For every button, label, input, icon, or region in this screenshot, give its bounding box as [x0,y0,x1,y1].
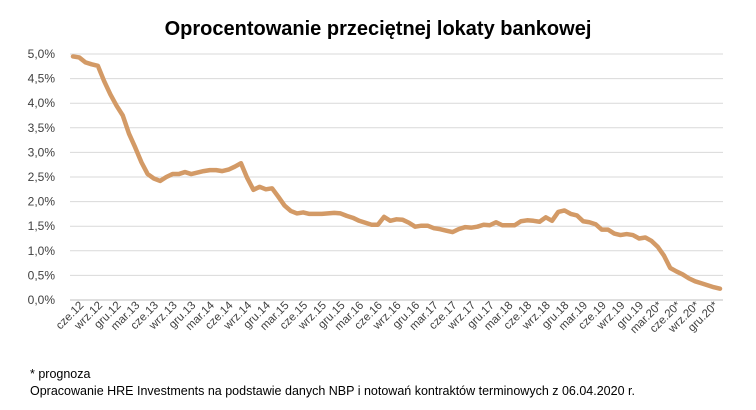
y-tick-label: 3,0% [28,145,56,159]
y-tick-label: 1,5% [28,219,56,233]
y-tick-label: 5,0% [28,47,56,61]
footnote: * prognoza Opracowanie HRE Investments n… [30,366,635,400]
y-axis-ticks: 0,0% 0,5% 1,0% 1,5% 2,0% 2,5% 3,0% 3,5% 4,0% 4,5%… [28,47,56,307]
series-layer [70,54,723,291]
chart-title: Oprocentowanie przeciętnej lokaty bankow… [164,18,592,40]
y-tick-label: 4,0% [28,96,56,110]
series-line [70,54,723,291]
y-tick-label: 1,0% [28,244,56,258]
y-tick-label: 2,0% [28,195,56,209]
footnote-forecast-note: * prognoza [30,367,91,381]
x-axis-ticks: cze.12wrz.12gru.12mar.13cze.13wrz.13gru.… [54,299,721,336]
y-tick-label: 3,5% [28,121,56,135]
y-tick-label: 0,5% [28,268,56,282]
footnote-source: Opracowanie HRE Investments na podstawie… [30,384,635,398]
y-tick-label: 2,5% [28,170,56,184]
y-tick-label: 4,5% [28,72,56,86]
y-tick-label: 0,0% [28,293,56,307]
grid-layer [70,53,723,301]
